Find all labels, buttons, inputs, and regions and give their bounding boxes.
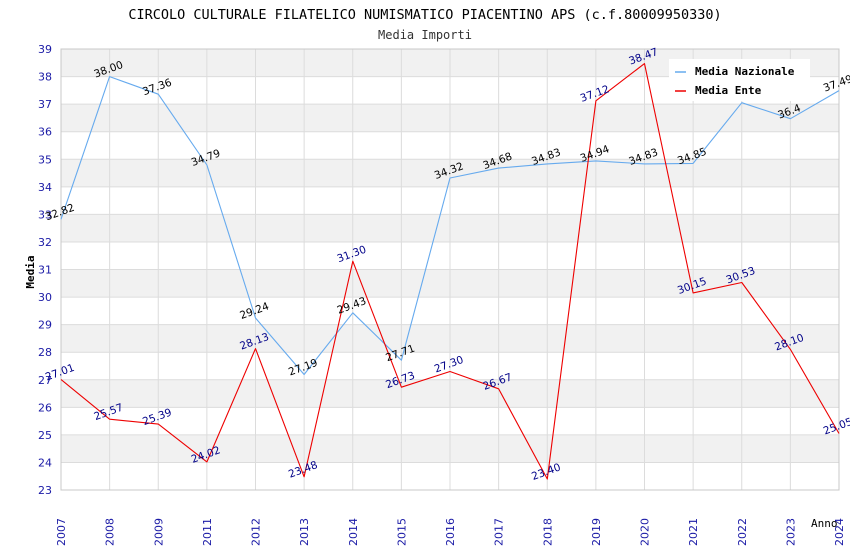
y-tick-label: 35	[38, 153, 52, 166]
x-tick-label: 2008	[104, 518, 117, 546]
x-tick-label: 2014	[347, 518, 360, 546]
grid-bands	[60, 48, 840, 491]
y-tick-label: 23	[38, 484, 52, 497]
chart-subtitle: Media Importi	[378, 28, 472, 42]
y-tick-label: 28	[38, 346, 52, 359]
y-tick-label: 26	[38, 401, 52, 414]
x-tick-label: 2009	[152, 518, 165, 546]
legend-box	[669, 59, 810, 101]
legend-label: Media Nazionale	[695, 65, 795, 78]
y-tick-label: 36	[38, 126, 52, 139]
y-axis-label: Media	[24, 255, 37, 288]
series-lines	[60, 63, 840, 480]
y-tick-label: 33	[38, 208, 52, 221]
x-tick-label: 2024	[833, 518, 846, 546]
y-axis-ticks: 23 24 25 26 27 28 29 30 31 32 33 34 35 36 37 38 39	[38, 43, 52, 497]
y-tick-label: 30	[38, 291, 52, 304]
x-tick-label: 2016	[444, 518, 457, 546]
y-tick-label: 25	[38, 429, 52, 442]
y-tick-label: 32	[38, 236, 52, 249]
legend-label: Media Ente	[695, 84, 762, 97]
x-tick-label: 2012	[250, 518, 263, 546]
y-tick-label: 24	[38, 456, 52, 469]
chart-title: CIRCOLO CULTURALE FILATELICO NUMISMATICO…	[128, 7, 721, 23]
plot-border	[60, 48, 840, 491]
y-tick-label: 27	[38, 374, 52, 387]
x-tick-label: 2011	[201, 518, 214, 546]
x-tick-label: 2017	[493, 518, 506, 546]
plot-area	[60, 48, 840, 491]
x-tick-label: 2020	[639, 518, 652, 546]
x-axis-label: Anno	[811, 517, 838, 530]
y-tick-label: 39	[38, 43, 52, 56]
x-tick-label: 2018	[541, 518, 554, 546]
x-axis-ticks: 2007 2008 2009 2011 2012 2013 2014 2015 2016 2017…	[55, 518, 846, 546]
series-line	[60, 76, 840, 376]
x-tick-label: 2015	[395, 518, 408, 546]
series-line	[60, 63, 840, 480]
x-tick-label: 2023	[784, 518, 797, 546]
x-tick-label: 2007	[55, 518, 68, 546]
y-tick-label: 31	[38, 264, 52, 277]
y-tick-label: 38	[38, 71, 52, 84]
y-tick-label: 29	[38, 319, 52, 332]
x-tick-label: 2021	[687, 518, 700, 546]
legend: Media Nazionale Media Ente	[669, 59, 810, 101]
x-tick-label: 2013	[298, 518, 311, 546]
y-tick-label: 34	[38, 181, 52, 194]
y-tick-label: 37	[38, 98, 52, 111]
x-tick-label: 2019	[590, 518, 603, 546]
x-tick-label: 2022	[736, 518, 749, 546]
